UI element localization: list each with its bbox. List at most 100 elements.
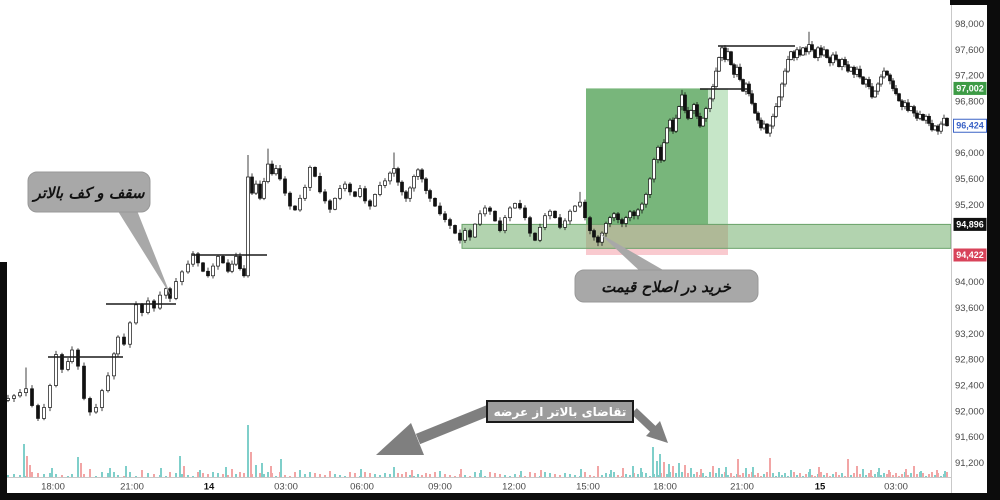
volume-bar-spike bbox=[678, 463, 680, 478]
candle-down bbox=[396, 168, 400, 183]
volume-bar bbox=[601, 475, 603, 478]
candle-up bbox=[648, 178, 652, 195]
candle-up bbox=[789, 51, 793, 60]
volume-bar bbox=[820, 472, 822, 478]
candle-up bbox=[795, 49, 799, 58]
arrow-right-shaft bbox=[631, 408, 656, 432]
volume-bar bbox=[243, 473, 245, 478]
candle-up bbox=[106, 375, 110, 392]
candle-down bbox=[424, 178, 428, 191]
candle-down bbox=[906, 102, 910, 111]
time-tick: 09:00 bbox=[428, 482, 452, 493]
candle-up bbox=[548, 210, 552, 217]
candle-down bbox=[861, 76, 865, 85]
volume-bar bbox=[799, 473, 801, 478]
candle-up bbox=[701, 117, 705, 127]
date-tick: 15 bbox=[815, 482, 826, 493]
volume-bar bbox=[129, 472, 131, 478]
volume-bar bbox=[429, 474, 431, 478]
price-tick: 98,000 bbox=[955, 19, 984, 30]
volume-bar bbox=[309, 472, 311, 478]
volume-bar-spike bbox=[89, 469, 91, 478]
price-flag-text: 94,896 bbox=[956, 219, 984, 229]
candle-up bbox=[822, 49, 826, 56]
candle-up bbox=[478, 213, 482, 225]
volume-bar-spike bbox=[23, 444, 25, 478]
candle-up bbox=[704, 108, 708, 119]
candle-up bbox=[692, 104, 696, 111]
volume-bar bbox=[389, 474, 391, 478]
volume-bar-spike bbox=[632, 466, 634, 478]
candle-down bbox=[792, 51, 796, 58]
volume-bar bbox=[715, 473, 717, 478]
candle-down bbox=[683, 94, 687, 111]
candle-up bbox=[708, 98, 712, 109]
candles-pane[interactable] bbox=[6, 31, 949, 422]
volume-bar bbox=[227, 475, 229, 478]
price-tick: 91,600 bbox=[955, 432, 984, 443]
volume-bar-spike bbox=[745, 468, 747, 478]
candle-up bbox=[463, 230, 467, 241]
candle-down bbox=[363, 188, 367, 202]
candle-up bbox=[146, 300, 150, 313]
arrow-left-shaft bbox=[415, 403, 495, 445]
swing-level-lines bbox=[48, 45, 795, 358]
volume-bar-spike bbox=[329, 471, 331, 478]
price-tick: 92,800 bbox=[955, 355, 984, 366]
volume-bar bbox=[37, 473, 39, 478]
volume-bar bbox=[832, 474, 834, 478]
volume-bar bbox=[444, 474, 446, 478]
volume-bar bbox=[702, 473, 704, 478]
price-tick: 97,200 bbox=[955, 71, 984, 82]
candle-down bbox=[846, 64, 850, 72]
volume-bar bbox=[417, 474, 419, 478]
candle-down bbox=[288, 192, 292, 207]
candle-up bbox=[711, 86, 715, 100]
candle-up bbox=[308, 166, 312, 188]
bubble-body bbox=[27, 171, 151, 213]
volume-bar-spike bbox=[141, 470, 143, 478]
price-axis[interactable]: 98,000 97,600 97,200 96,800 96,000 95,600 95,2… bbox=[955, 19, 984, 469]
volume-bar bbox=[584, 472, 586, 478]
volume-bar bbox=[181, 474, 183, 478]
candle-up bbox=[855, 68, 859, 75]
candle-up bbox=[563, 220, 567, 228]
volume-bar bbox=[742, 473, 744, 478]
candle-down bbox=[891, 80, 895, 89]
time-tick: 03:00 bbox=[884, 482, 908, 493]
volume-bar-spike bbox=[231, 469, 233, 478]
candle-down bbox=[122, 336, 126, 345]
time-tick: 12:00 bbox=[502, 482, 526, 493]
candle-up bbox=[918, 114, 922, 119]
candle-down bbox=[250, 176, 254, 194]
candle-up bbox=[578, 201, 582, 207]
candle-down bbox=[819, 47, 823, 56]
candle-down bbox=[759, 119, 763, 129]
volume-bar-spike bbox=[29, 465, 31, 478]
volume-bar bbox=[617, 475, 619, 478]
candle-up bbox=[473, 223, 477, 238]
candle-up bbox=[600, 232, 604, 243]
volume-bar bbox=[534, 473, 536, 478]
volume-bar bbox=[197, 472, 199, 478]
volume-bar bbox=[7, 475, 9, 478]
volume-bar bbox=[222, 474, 224, 478]
candle-down bbox=[201, 262, 205, 272]
volume-bar bbox=[687, 473, 689, 478]
volume-bar bbox=[796, 475, 798, 478]
banner-text: تقاضای بالاتر از عرضه bbox=[494, 405, 627, 419]
price-flag-red bbox=[953, 248, 987, 262]
price-tick: 96,800 bbox=[955, 96, 984, 107]
price-tick: 95,200 bbox=[955, 200, 984, 211]
time-tick: 15:00 bbox=[576, 482, 600, 493]
candle-up bbox=[388, 172, 392, 182]
price-tick: 95,600 bbox=[955, 174, 984, 185]
volume-bar bbox=[117, 475, 119, 478]
price-tick: 92,400 bbox=[955, 381, 984, 392]
volume-bar bbox=[868, 473, 870, 478]
candle-down bbox=[852, 66, 856, 75]
candle-down bbox=[420, 169, 424, 180]
candle-down bbox=[723, 47, 727, 60]
time-axis[interactable]: 18:00 21:00 14 03:00 06:00 09:00 12:00 15:00 18:… bbox=[41, 482, 908, 493]
